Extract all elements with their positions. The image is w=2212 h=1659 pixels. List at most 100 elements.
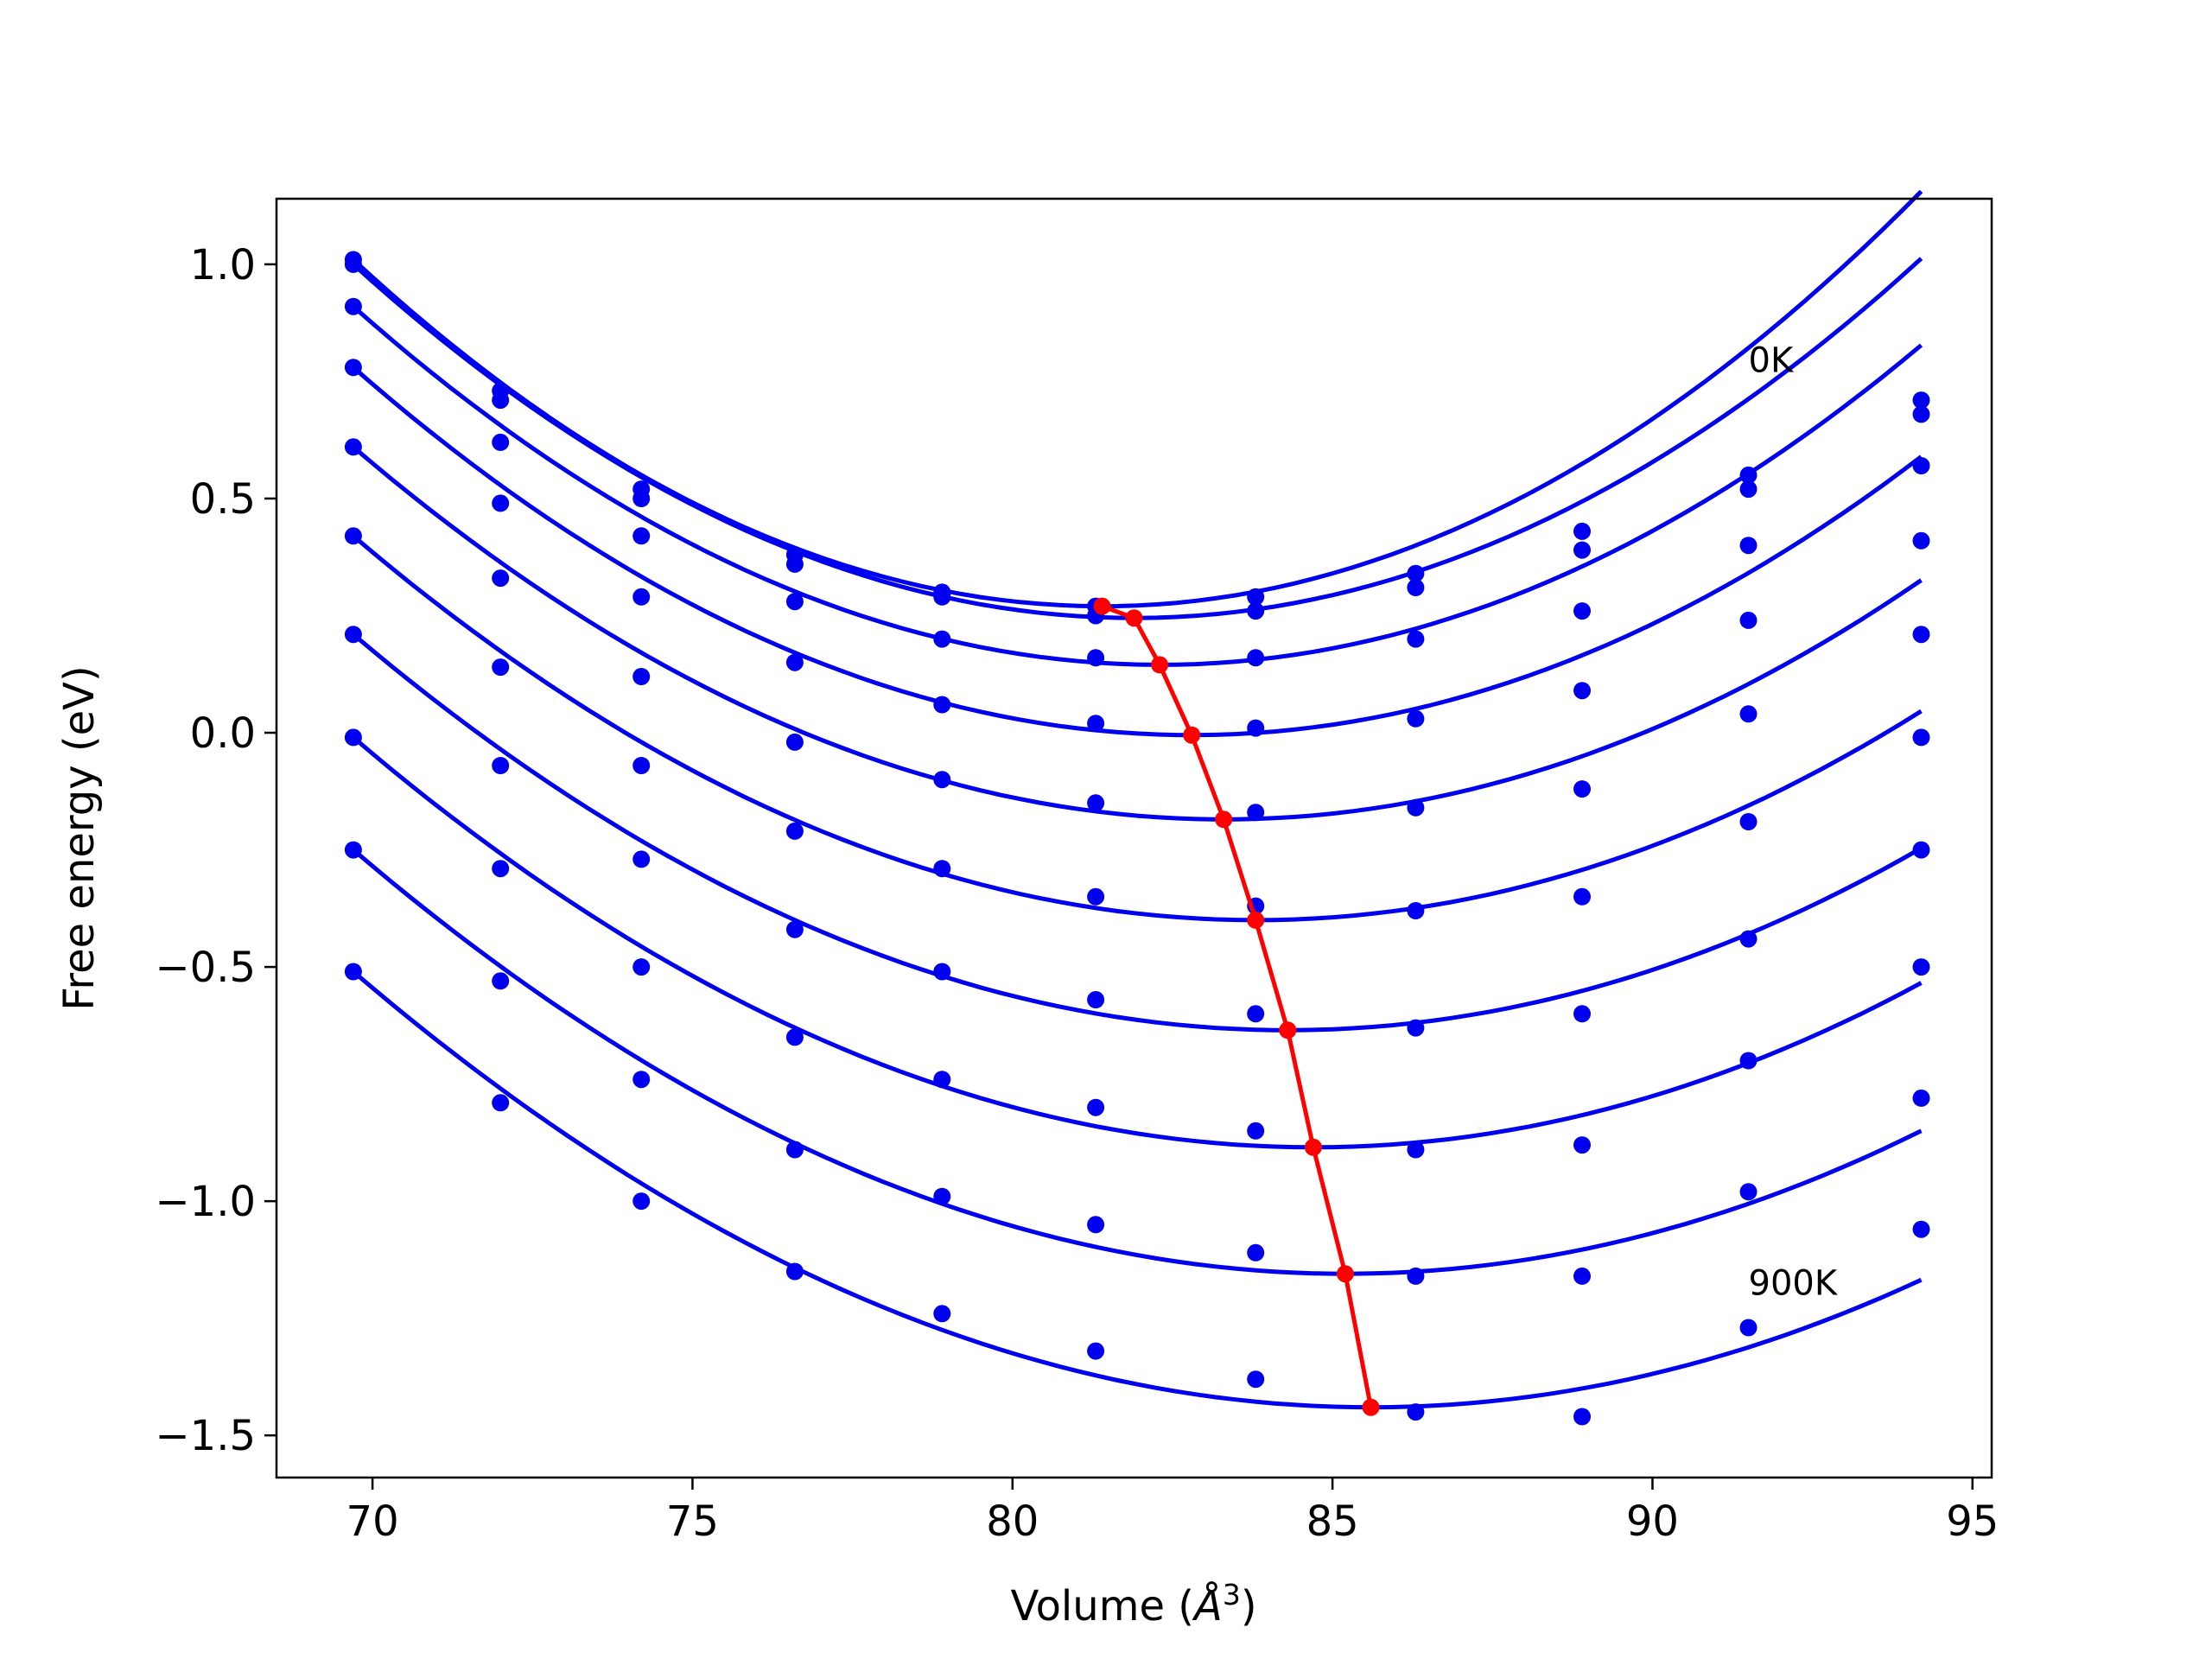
fit-curve-800K bbox=[352, 848, 1923, 1276]
data-point bbox=[933, 696, 951, 714]
data-point bbox=[1407, 579, 1425, 596]
data-point bbox=[1247, 1005, 1265, 1023]
data-point bbox=[1087, 715, 1105, 733]
equilibrium-point bbox=[1093, 597, 1111, 615]
data-point bbox=[1912, 626, 1930, 644]
x-tick-label: 70 bbox=[346, 1497, 399, 1546]
data-point bbox=[344, 728, 362, 747]
data-point bbox=[344, 626, 362, 644]
equilibrium-point bbox=[1247, 911, 1265, 929]
data-point bbox=[1087, 649, 1105, 667]
annotation-label: 0K bbox=[1749, 341, 1795, 381]
data-point bbox=[1087, 887, 1105, 906]
equilibrium-point bbox=[1215, 810, 1233, 829]
data-point bbox=[933, 1305, 951, 1323]
data-point bbox=[1407, 798, 1425, 817]
data-point bbox=[1247, 804, 1265, 822]
data-point bbox=[1247, 602, 1265, 620]
x-tick-label: 75 bbox=[666, 1497, 719, 1546]
data-point bbox=[1247, 1122, 1265, 1140]
data-point bbox=[1912, 1220, 1930, 1238]
data-point bbox=[933, 963, 951, 981]
data-point bbox=[1912, 841, 1930, 859]
x-tick-label: 80 bbox=[986, 1497, 1039, 1546]
data-point bbox=[785, 555, 804, 573]
data-point bbox=[1407, 1267, 1425, 1285]
annotations: 0K 900K bbox=[1749, 341, 1839, 1304]
data-point bbox=[1739, 1052, 1758, 1070]
data-point bbox=[785, 1141, 804, 1159]
data-point bbox=[1087, 1216, 1105, 1234]
data-point bbox=[933, 860, 951, 878]
data-point bbox=[632, 1192, 651, 1211]
data-point bbox=[785, 1028, 804, 1046]
y-tick-label: −1.0 bbox=[155, 1178, 256, 1226]
data-point bbox=[1407, 709, 1425, 728]
data-point bbox=[1739, 611, 1758, 629]
data-point bbox=[1912, 531, 1930, 550]
data-point bbox=[492, 757, 510, 774]
data-point bbox=[785, 920, 804, 938]
y-tick-label: −0.5 bbox=[155, 944, 256, 992]
equilibrium-point bbox=[1183, 726, 1201, 744]
data-point bbox=[344, 255, 362, 273]
data-point bbox=[1407, 1403, 1425, 1421]
data-point bbox=[1573, 887, 1591, 906]
data-point bbox=[492, 658, 510, 677]
data-point bbox=[1247, 719, 1265, 737]
data-point bbox=[933, 630, 951, 648]
data-point bbox=[1573, 682, 1591, 700]
data-point bbox=[492, 1094, 510, 1112]
equilibrium-point bbox=[1336, 1265, 1354, 1283]
data-point bbox=[1247, 588, 1265, 606]
y-tick-label: 1.0 bbox=[190, 241, 256, 289]
data-point bbox=[1573, 1408, 1591, 1426]
data-point bbox=[632, 850, 651, 868]
data-point bbox=[1573, 1267, 1591, 1285]
y-tick-label: 0.0 bbox=[190, 709, 256, 758]
data-point bbox=[344, 297, 362, 315]
data-point bbox=[1573, 541, 1591, 559]
data-point bbox=[1573, 1005, 1591, 1023]
data-point bbox=[785, 1262, 804, 1281]
y-axis-label: Free energy (eV) bbox=[55, 665, 104, 1010]
data-point bbox=[1739, 813, 1758, 830]
equilibrium-point bbox=[1151, 656, 1169, 674]
data-point bbox=[632, 757, 651, 774]
data-point bbox=[632, 958, 651, 976]
data-point bbox=[1407, 564, 1425, 582]
data-point bbox=[344, 527, 362, 545]
fit-curve-600K bbox=[352, 632, 1923, 1033]
data-point bbox=[1407, 902, 1425, 919]
data-point bbox=[1739, 480, 1758, 499]
data-point bbox=[1912, 1089, 1930, 1107]
equilibrium-point bbox=[1279, 1021, 1297, 1039]
fit-curve-900K bbox=[352, 969, 1923, 1410]
data-point bbox=[1407, 1019, 1425, 1037]
data-point bbox=[1573, 1136, 1591, 1154]
data-points bbox=[344, 251, 1930, 1426]
data-point bbox=[492, 494, 510, 512]
fit-curve-300K bbox=[352, 365, 1923, 738]
data-point bbox=[1739, 1319, 1758, 1337]
data-point bbox=[1912, 391, 1930, 410]
data-point bbox=[1912, 958, 1930, 976]
data-point bbox=[785, 822, 804, 840]
data-point bbox=[1247, 1370, 1265, 1389]
data-point bbox=[1407, 630, 1425, 648]
data-point bbox=[1739, 466, 1758, 484]
data-point bbox=[492, 972, 510, 990]
data-point bbox=[933, 588, 951, 606]
data-point bbox=[1087, 1342, 1105, 1360]
data-point bbox=[1912, 728, 1930, 747]
equilibrium-point bbox=[1304, 1138, 1322, 1156]
data-point bbox=[1247, 649, 1265, 667]
data-point bbox=[632, 490, 651, 507]
x-axis-label: Volume (Å3) bbox=[1010, 1578, 1256, 1630]
data-point bbox=[492, 569, 510, 588]
data-point bbox=[785, 653, 804, 671]
data-point bbox=[632, 588, 651, 606]
data-point bbox=[1912, 457, 1930, 474]
